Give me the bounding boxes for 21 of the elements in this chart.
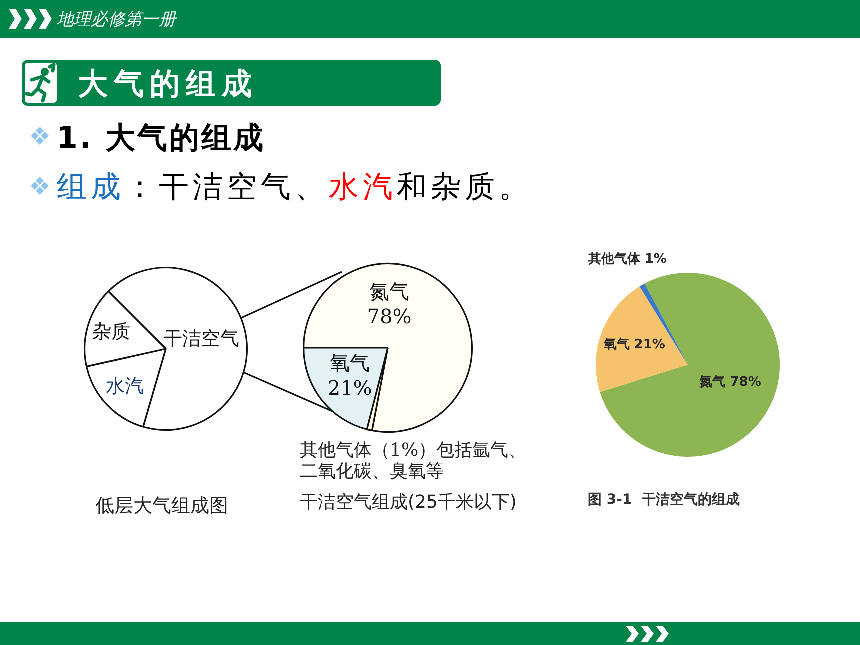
- data-label: 21%: [328, 376, 372, 400]
- text: 水汽: [329, 170, 397, 205]
- slice-label: 氮气: [369, 280, 410, 304]
- text: 图 3-1 干洁空气的组成: [588, 491, 740, 509]
- text: 组成: [57, 170, 125, 205]
- text: 和杂质。: [397, 170, 533, 205]
- text: 地理必修第一册: [57, 9, 176, 31]
- slice-label: 其他气体 1%: [587, 252, 667, 267]
- text: 大气的组成: [78, 66, 258, 104]
- slice-label: 干洁空气: [163, 328, 240, 350]
- text: 其他气体（1%）包括氩气、二氧化碳、臭氧等: [300, 440, 528, 482]
- slice-label: 氧气: [330, 351, 370, 376]
- slice-label: 水汽: [106, 375, 144, 398]
- text: 干洁空气组成(25千米以下): [300, 491, 517, 514]
- text: 1. 大气的组成: [57, 120, 266, 158]
- text: 低层大气组成图: [94, 494, 230, 519]
- slice-label: 氧气 21%: [602, 337, 666, 352]
- data-label: 78%: [367, 304, 412, 329]
- slice-label: 杂质: [92, 321, 130, 344]
- text: ：干洁空气、: [125, 170, 329, 205]
- slice-label: 氮气 78%: [698, 374, 762, 390]
